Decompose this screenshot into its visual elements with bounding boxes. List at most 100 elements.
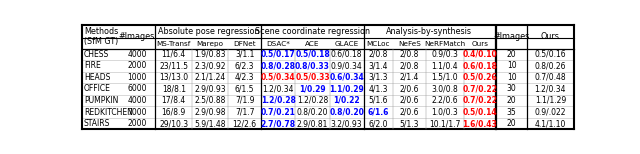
Text: 1.6/0.43: 1.6/0.43 <box>463 119 497 128</box>
Text: 2.5/0.88: 2.5/0.88 <box>195 96 226 105</box>
Text: 7/1.9: 7/1.9 <box>235 96 255 105</box>
Text: 2/0.8: 2/0.8 <box>400 50 419 59</box>
Text: 16/8.9: 16/8.9 <box>162 107 186 117</box>
Text: MS-Transf: MS-Transf <box>157 41 191 47</box>
Text: 7000: 7000 <box>127 107 147 117</box>
Text: #Images: #Images <box>493 32 530 41</box>
Text: 0.5/0.17: 0.5/0.17 <box>261 50 296 59</box>
Text: 0.9/.022: 0.9/.022 <box>534 107 566 117</box>
Text: 2/0.6: 2/0.6 <box>399 84 419 93</box>
Text: HEADS: HEADS <box>84 73 110 82</box>
Text: 0.8/0.26: 0.8/0.26 <box>534 61 566 70</box>
Text: 23/11.5: 23/11.5 <box>159 61 188 70</box>
Text: 0.5/0.26: 0.5/0.26 <box>463 73 497 82</box>
Text: 1.2/0.28: 1.2/0.28 <box>261 96 296 105</box>
Text: 2.9/0.93: 2.9/0.93 <box>195 84 226 93</box>
Text: 6/2.3: 6/2.3 <box>235 61 255 70</box>
Text: 2/0.8: 2/0.8 <box>400 61 419 70</box>
Text: 5/1.3: 5/1.3 <box>399 119 419 128</box>
Text: 2000: 2000 <box>127 119 147 128</box>
Text: 2.9/0.98: 2.9/0.98 <box>195 107 226 117</box>
Text: 3/1.4: 3/1.4 <box>369 61 388 70</box>
Text: 0.7/0.48: 0.7/0.48 <box>534 73 566 82</box>
Text: 20: 20 <box>507 119 516 128</box>
Text: FIRE: FIRE <box>84 61 100 70</box>
Text: 1.1/0.29: 1.1/0.29 <box>329 84 364 93</box>
Text: 0.6/0.34: 0.6/0.34 <box>329 73 364 82</box>
Text: 10: 10 <box>507 73 516 82</box>
Text: 3/1.1: 3/1.1 <box>235 50 254 59</box>
Text: Scene coordinate regression: Scene coordinate regression <box>255 27 370 36</box>
Text: STAIRS: STAIRS <box>84 119 110 128</box>
Text: 1.2/0.34: 1.2/0.34 <box>262 84 294 93</box>
Text: 7/1.7: 7/1.7 <box>235 107 255 117</box>
Text: 0.8/0.20: 0.8/0.20 <box>297 107 328 117</box>
Text: 2/0.6: 2/0.6 <box>399 107 419 117</box>
Text: 10.1/1.7: 10.1/1.7 <box>429 119 460 128</box>
Text: 2.2/0.6: 2.2/0.6 <box>431 96 458 105</box>
Text: 5/1.6: 5/1.6 <box>369 96 388 105</box>
Text: 4.1/1.10: 4.1/1.10 <box>535 119 566 128</box>
Text: #Images: #Images <box>119 32 155 41</box>
Text: 1.2/0.28: 1.2/0.28 <box>297 96 328 105</box>
Text: 0.7/0.22: 0.7/0.22 <box>463 84 497 93</box>
Text: 0.7/0.21: 0.7/0.21 <box>261 107 296 117</box>
Text: 0.6/0.18: 0.6/0.18 <box>331 50 362 59</box>
Text: 2/1.4: 2/1.4 <box>400 73 419 82</box>
Text: 17/8.4: 17/8.4 <box>162 96 186 105</box>
Text: 0.9/0.34: 0.9/0.34 <box>331 61 362 70</box>
Text: 11/6.4: 11/6.4 <box>162 50 186 59</box>
Text: 2/0.6: 2/0.6 <box>399 96 419 105</box>
Text: 2000: 2000 <box>127 61 147 70</box>
Text: 30: 30 <box>507 84 516 93</box>
Text: 2/0.8: 2/0.8 <box>369 50 388 59</box>
Text: 0.5/0.34: 0.5/0.34 <box>261 73 296 82</box>
Text: 18/8.1: 18/8.1 <box>162 84 186 93</box>
Text: 0.5/0.16: 0.5/0.16 <box>534 50 566 59</box>
Text: 1/0.22: 1/0.22 <box>333 96 360 105</box>
Text: Ours: Ours <box>472 41 488 47</box>
Text: 2.7/0.78: 2.7/0.78 <box>261 119 296 128</box>
Text: 1.5/1.0: 1.5/1.0 <box>431 73 458 82</box>
Text: 1000: 1000 <box>127 73 147 82</box>
Text: 3.0/0.8: 3.0/0.8 <box>431 84 458 93</box>
Text: 2.9/0.81: 2.9/0.81 <box>297 119 328 128</box>
Text: OFFICE: OFFICE <box>84 84 111 93</box>
Text: 0.9/0.3: 0.9/0.3 <box>431 50 458 59</box>
Text: 4/1.3: 4/1.3 <box>369 84 388 93</box>
Text: 4000: 4000 <box>127 50 147 59</box>
Text: 35: 35 <box>507 107 516 117</box>
Text: CHESS: CHESS <box>84 50 109 59</box>
Text: 6/2.0: 6/2.0 <box>369 119 388 128</box>
Text: 0.5/0.14: 0.5/0.14 <box>463 107 497 117</box>
Text: Absolute pose regression: Absolute pose regression <box>157 27 259 36</box>
Text: 1.1/0.4: 1.1/0.4 <box>431 61 458 70</box>
Text: 0.5/0.33: 0.5/0.33 <box>295 73 330 82</box>
Text: Ours: Ours <box>541 32 560 41</box>
Text: 10: 10 <box>507 61 516 70</box>
Text: 3/1.3: 3/1.3 <box>369 73 388 82</box>
Text: 0.4/0.10: 0.4/0.10 <box>463 50 497 59</box>
Text: 20: 20 <box>507 96 516 105</box>
Text: 5.9/1.48: 5.9/1.48 <box>195 119 226 128</box>
Text: 6/1.6: 6/1.6 <box>368 107 389 117</box>
Text: 0.8/0.33: 0.8/0.33 <box>295 61 330 70</box>
Text: 1.1/1.29: 1.1/1.29 <box>535 96 566 105</box>
Text: NeRFMatch: NeRFMatch <box>424 41 465 47</box>
Text: Analysis-by-synthesis: Analysis-by-synthesis <box>386 27 472 36</box>
Text: 1/0.29: 1/0.29 <box>299 84 326 93</box>
Text: 12/2.6: 12/2.6 <box>232 119 257 128</box>
Text: 4000: 4000 <box>127 96 147 105</box>
Text: 3.2/0.93: 3.2/0.93 <box>331 119 362 128</box>
Text: DSAC*: DSAC* <box>266 41 291 47</box>
Text: 6/1.5: 6/1.5 <box>235 84 255 93</box>
Text: 1.0/0.3: 1.0/0.3 <box>431 107 458 117</box>
Text: ACE: ACE <box>305 41 320 47</box>
Text: GLACE: GLACE <box>335 41 359 47</box>
Text: 29/10.3: 29/10.3 <box>159 119 188 128</box>
Text: DFNet: DFNet <box>234 41 256 47</box>
Text: 0.6/0.18: 0.6/0.18 <box>463 61 497 70</box>
Text: REDKITCHEN: REDKITCHEN <box>84 107 132 117</box>
Text: Marepo: Marepo <box>196 41 224 47</box>
Text: 0.5/0.18: 0.5/0.18 <box>295 50 330 59</box>
